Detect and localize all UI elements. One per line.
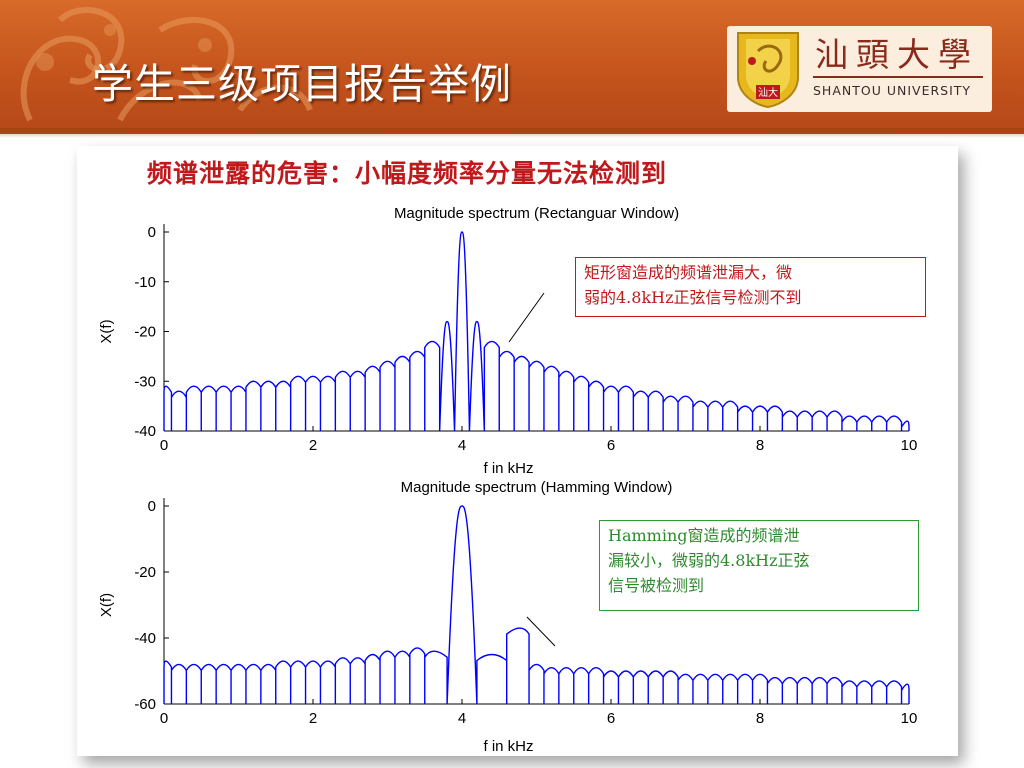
decorative-swirl-icon [20, 7, 313, 122]
chart-title: Magnitude spectrum (Hamming Window) [401, 479, 673, 496]
y-tick-label: -10 [134, 274, 156, 291]
annotation-line: 矩形窗造成的频谱泄漏大，微 [584, 263, 793, 282]
annotation-leader-line [508, 292, 545, 343]
x-tick-label: 10 [901, 437, 918, 454]
x-tick-label: 4 [458, 437, 466, 454]
y-tick-label: 0 [148, 224, 156, 241]
rectangular-annotation: 矩形窗造成的频谱泄漏大，微 弱的4.8kHz正弦信号检测不到 [575, 257, 926, 317]
y-axis-label: X(f) [98, 593, 115, 617]
spectrum-series-line [163, 231, 910, 432]
hamming-annotation: Hamming窗造成的频谱泄 漏较小，微弱的4.8kHz正弦 信号被检测到 [599, 520, 919, 611]
slide-image-panel: 频谱泄露的危害：小幅度频率分量无法检测到 Magnitude spectrum … [77, 146, 958, 756]
annotation-line: 信号被检测到 [608, 576, 705, 595]
annotation-line: 漏较小，微弱的4.8kHz正弦 [608, 551, 810, 570]
x-tick-label: 0 [160, 437, 168, 454]
x-tick-label: 2 [309, 710, 317, 727]
x-axis-label: f in kHz [483, 738, 533, 755]
university-logo: 汕大 汕頭大學 SHANTOU UNIVERSITY [727, 26, 992, 112]
x-tick-label: 0 [160, 710, 168, 727]
y-tick-label: -20 [134, 564, 156, 581]
university-seal-icon: 汕大 [737, 32, 799, 109]
university-name-en: SHANTOU UNIVERSITY [813, 83, 972, 98]
x-axis-label: f in kHz [483, 460, 533, 477]
slide-heading: 频谱泄露的危害：小幅度频率分量无法检测到 [147, 159, 668, 188]
header-shadow [0, 128, 1024, 138]
y-tick-label: -60 [134, 696, 156, 713]
x-tick-label: 2 [309, 437, 317, 454]
annotation-leader-line [526, 616, 556, 647]
annotation-line: 弱的4.8kHz正弦信号检测不到 [584, 288, 802, 307]
y-tick-label: -40 [134, 630, 156, 647]
page-title: 学生三级项目报告举例 [92, 60, 512, 108]
x-tick-label: 8 [756, 710, 764, 727]
x-tick-label: 10 [901, 710, 918, 727]
svg-text:汕大: 汕大 [758, 86, 778, 99]
rectangular-window-chart: Magnitude spectrum (Rectanguar Window) 0 2… [98, 205, 917, 477]
hamming-window-chart: Magnitude spectrum (Hamming Window) 0 2 4 6 8… [98, 479, 917, 755]
y-tick-label: 0 [148, 498, 156, 515]
university-name-cn: 汕頭大學 [815, 35, 979, 74]
x-tick-label: 4 [458, 710, 466, 727]
chart-title: Magnitude spectrum (Rectanguar Window) [394, 205, 679, 222]
header-band: 学生三级项目报告举例 汕大 汕頭大學 SHANTOU UNIVERSITY [0, 0, 1024, 134]
y-tick-label: -30 [134, 373, 156, 390]
spectrum-plots: Magnitude spectrum (Rectanguar Window) 0 2… [98, 205, 917, 755]
y-tick-label: -20 [134, 324, 156, 341]
y-axis-label: X(f) [98, 319, 115, 343]
annotation-line: Hamming窗造成的频谱泄 [608, 526, 800, 545]
x-tick-label: 6 [607, 437, 615, 454]
spectrum-series-line [163, 505, 910, 705]
x-tick-label: 8 [756, 437, 764, 454]
logo-divider [813, 76, 983, 78]
x-tick-label: 6 [607, 710, 615, 727]
y-tick-label: -40 [134, 423, 156, 440]
